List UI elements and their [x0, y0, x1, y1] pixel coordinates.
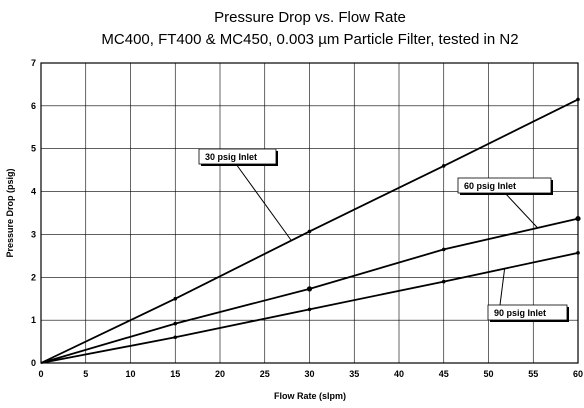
y-tick-label: 2 [31, 272, 36, 282]
callout-box [457, 177, 552, 194]
x-tick-label: 45 [439, 369, 449, 379]
y-tick-label: 7 [31, 58, 36, 68]
data-point [173, 321, 178, 326]
y-tick-label: 1 [31, 315, 36, 325]
callout-leader [499, 268, 506, 306]
x-tick-label: 50 [483, 369, 493, 379]
x-tick-label: 30 [304, 369, 314, 379]
x-axis-label: Flow Rate (slpm) [274, 391, 346, 401]
callout-leader [504, 192, 539, 229]
data-point [576, 251, 580, 255]
chart-title: Pressure Drop vs. Flow Rate [214, 9, 406, 26]
callout-leader [235, 163, 293, 242]
x-tick-label: 5 [83, 369, 88, 379]
data-point [441, 279, 446, 284]
x-tick-label: 10 [125, 369, 135, 379]
chart-subtitle: MC400, FT400 & MC450, 0.003 µm Particle … [101, 31, 518, 48]
series-label: 60 psig Inlet [464, 181, 516, 191]
x-tick-label: 20 [215, 369, 225, 379]
y-axis-label: Pressure Drop (psig) [5, 168, 15, 257]
x-tick-label: 35 [349, 369, 359, 379]
plot-frame [40, 62, 579, 364]
x-tick-label: 60 [573, 369, 583, 379]
data-point [306, 286, 313, 292]
data-point [307, 307, 312, 312]
y-tick-label: 6 [31, 101, 36, 111]
series-lines [40, 97, 581, 364]
y-tick-label: 5 [31, 144, 36, 154]
data-point [576, 97, 580, 102]
callouts: 30 psig Inlet 60 psig Inlet 90 psig Inlet [198, 148, 569, 322]
data-point [173, 335, 178, 340]
y-tick-label: 3 [31, 229, 36, 239]
series-label: 30 psig Inlet [205, 152, 257, 162]
data-point [441, 164, 446, 168]
x-tick-label: 25 [260, 369, 270, 379]
x-tick-label: 15 [170, 369, 180, 379]
series-label: 90 psig Inlet [494, 308, 546, 318]
callout-box [487, 304, 568, 321]
callout-box [198, 148, 277, 165]
data-point [173, 296, 178, 301]
x-tick-label: 55 [528, 369, 538, 379]
data-point [575, 215, 581, 222]
data-point [307, 229, 312, 234]
x-tick-label: 0 [38, 369, 43, 379]
data-point [441, 247, 446, 252]
y-tick-label: 4 [31, 187, 36, 197]
y-tick-label: 0 [31, 358, 36, 368]
x-tick-label: 40 [394, 369, 404, 379]
